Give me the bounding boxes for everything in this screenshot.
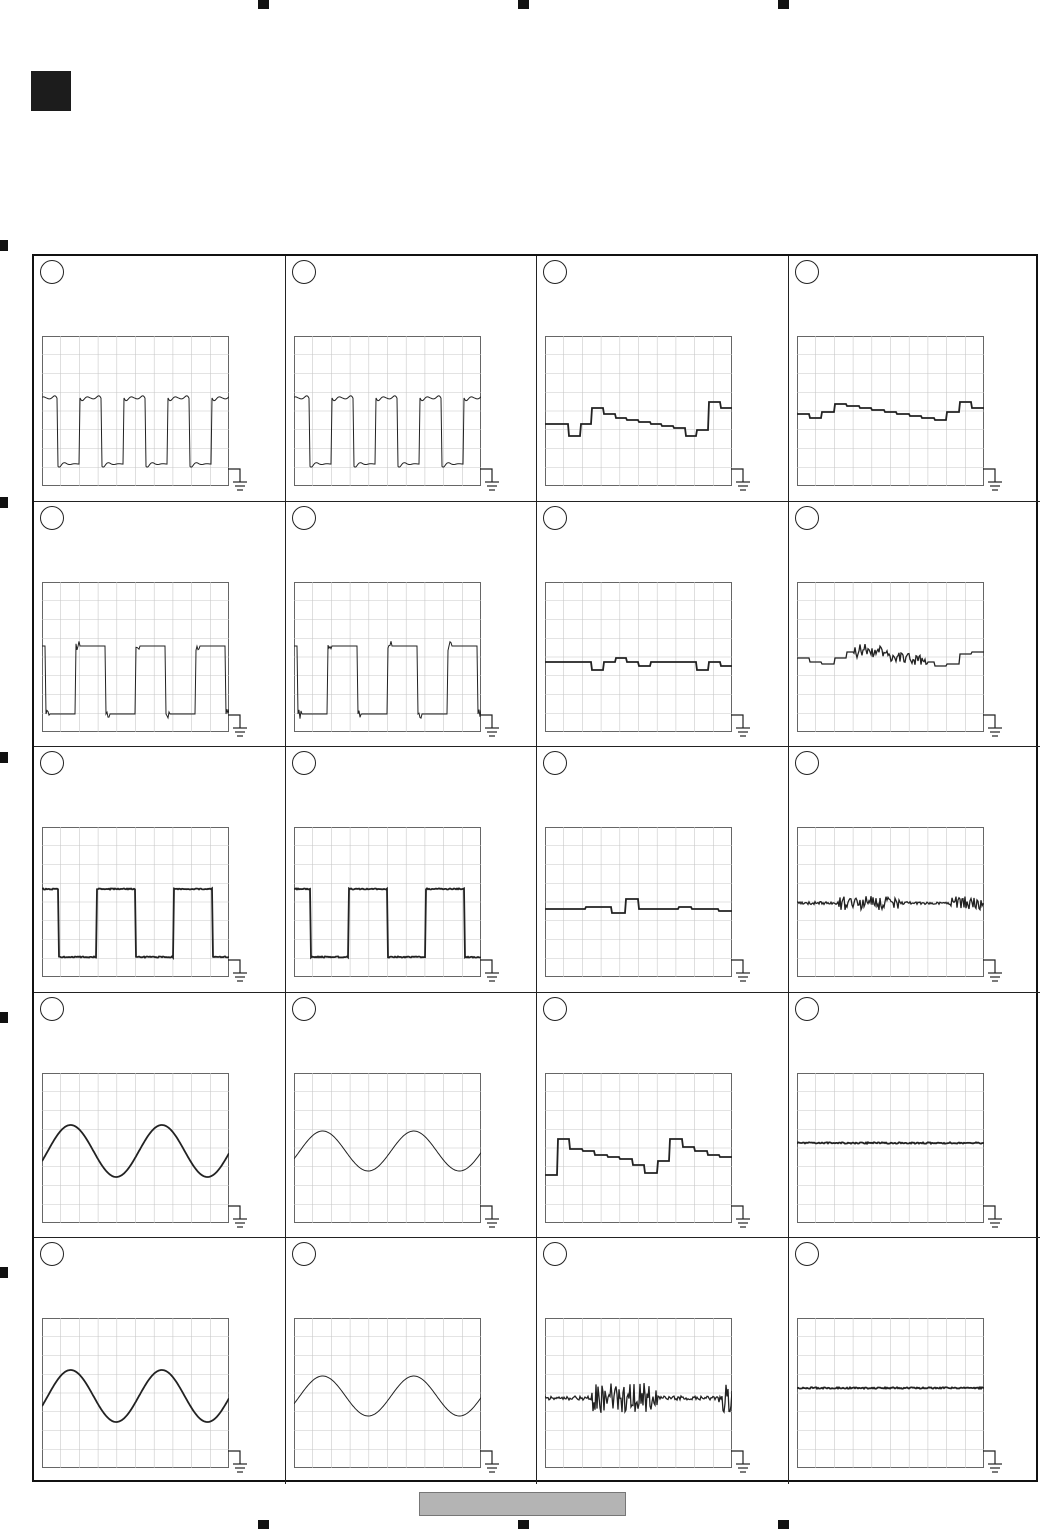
waveform-cell [34,747,286,993]
waveform-cell [537,1238,789,1484]
oscilloscope-screen [545,582,732,732]
waveform-cell [286,256,538,502]
ground-symbol-icon [983,1450,1007,1476]
waveform-cell [537,993,789,1239]
oscilloscope-screen [294,1073,481,1223]
side-mark-5 [0,1267,8,1278]
waveform-table [32,254,1038,1482]
waveform-number-circle [292,506,316,530]
ground-symbol-icon [228,1450,252,1476]
waveform-number-circle [795,260,819,284]
oscilloscope-screen [797,582,984,732]
waveform-cell [34,502,286,748]
waveform-number-circle [543,997,567,1021]
ground-symbol-icon [480,468,504,494]
ground-symbol-icon [228,959,252,985]
registration-mark-top-1 [258,0,269,9]
ground-symbol-icon [480,1205,504,1231]
ground-symbol-icon [983,468,1007,494]
oscilloscope-screen [42,1318,229,1468]
ground-symbol-icon [731,1450,755,1476]
ground-symbol-icon [731,959,755,985]
waveform-cell [34,993,286,1239]
waveform-number-circle [292,997,316,1021]
side-mark-3 [0,752,8,763]
waveform-number-circle [40,1242,64,1266]
waveform-number-circle [795,997,819,1021]
waveform-cell [286,747,538,993]
waveform-number-circle [292,1242,316,1266]
registration-mark-bottom-3 [778,1520,789,1529]
waveform-cell [789,256,1041,502]
waveform-number-circle [795,751,819,775]
waveform-number-circle [543,506,567,530]
waveform-number-circle [543,1242,567,1266]
registration-mark-bottom-2 [518,1520,529,1529]
side-mark-2 [0,497,8,508]
oscilloscope-screen [545,336,732,486]
ground-symbol-icon [228,1205,252,1231]
oscilloscope-screen [545,1073,732,1223]
side-mark-1 [0,240,8,251]
waveform-trace [797,1142,984,1143]
waveform-number-circle [292,751,316,775]
waveform-number-circle [292,260,316,284]
ground-symbol-icon [731,1205,755,1231]
waveform-cell [34,256,286,502]
side-mark-4 [0,1012,8,1023]
waveform-number-circle [543,751,567,775]
oscilloscope-screen [797,1073,984,1223]
oscilloscope-screen [294,582,481,732]
ground-symbol-icon [480,714,504,740]
waveform-cell [286,502,538,748]
registration-mark-top-2 [518,0,529,9]
oscilloscope-screen [42,582,229,732]
waveform-cell [34,1238,286,1484]
oscilloscope-screen [294,827,481,977]
waveform-number-circle [795,1242,819,1266]
section-marker-block [31,71,71,111]
ground-symbol-icon [731,714,755,740]
registration-mark-top-3 [778,0,789,9]
waveform-cell [286,1238,538,1484]
ground-symbol-icon [731,468,755,494]
waveform-number-circle [40,751,64,775]
ground-symbol-icon [480,959,504,985]
waveform-number-circle [40,997,64,1021]
waveform-cell [537,256,789,502]
page-footer-bar [419,1492,626,1516]
oscilloscope-screen [42,1073,229,1223]
waveform-trace [797,1388,984,1389]
ground-symbol-icon [983,714,1007,740]
waveform-number-circle [795,506,819,530]
waveform-cell [789,993,1041,1239]
oscilloscope-screen [545,827,732,977]
oscilloscope-screen [797,827,984,977]
waveform-cell [537,747,789,993]
oscilloscope-screen [294,336,481,486]
oscilloscope-screen [545,1318,732,1468]
ground-symbol-icon [983,1205,1007,1231]
ground-symbol-icon [480,1450,504,1476]
oscilloscope-screen [797,336,984,486]
oscilloscope-screen [294,1318,481,1468]
ground-symbol-icon [228,468,252,494]
waveform-number-circle [40,260,64,284]
waveform-number-circle [40,506,64,530]
ground-symbol-icon [983,959,1007,985]
oscilloscope-screen [42,336,229,486]
waveform-cell [286,993,538,1239]
waveform-cell [789,502,1041,748]
oscilloscope-screen [42,827,229,977]
registration-mark-bottom-1 [258,1520,269,1529]
waveform-cell [789,1238,1041,1484]
waveform-number-circle [543,260,567,284]
waveform-cell [537,502,789,748]
ground-symbol-icon [228,714,252,740]
oscilloscope-screen [797,1318,984,1468]
waveform-cell [789,747,1041,993]
